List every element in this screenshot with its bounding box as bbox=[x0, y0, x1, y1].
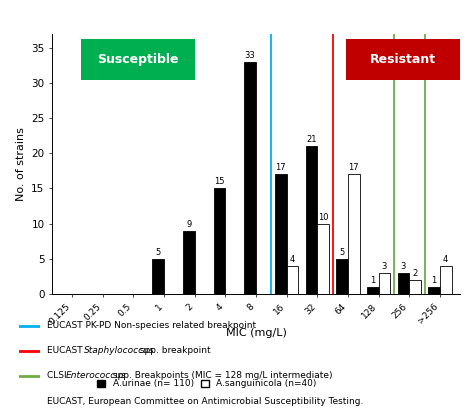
Bar bbox=[367, 287, 379, 294]
Text: EUCAST, European Committee on Antimicrobial Susceptibility Testing.: EUCAST, European Committee on Antimicrob… bbox=[47, 396, 364, 406]
Bar bbox=[428, 287, 440, 294]
Text: 5: 5 bbox=[155, 248, 161, 257]
Text: Staphylococcus: Staphylococcus bbox=[84, 346, 155, 355]
FancyBboxPatch shape bbox=[346, 39, 460, 81]
Text: 21: 21 bbox=[306, 135, 317, 144]
Bar bbox=[287, 266, 298, 294]
Text: EUCAST: EUCAST bbox=[47, 346, 86, 355]
Bar bbox=[152, 259, 164, 294]
Text: 1: 1 bbox=[370, 276, 375, 285]
Text: 9: 9 bbox=[186, 220, 191, 228]
Bar bbox=[409, 280, 421, 294]
Bar bbox=[244, 62, 256, 294]
Bar bbox=[336, 259, 348, 294]
Bar bbox=[379, 273, 390, 294]
Text: 3: 3 bbox=[401, 262, 406, 271]
Bar bbox=[398, 273, 409, 294]
X-axis label: MIC (mg/L): MIC (mg/L) bbox=[226, 328, 286, 338]
Bar bbox=[317, 223, 329, 294]
Text: Resistant: Resistant bbox=[370, 53, 436, 66]
Bar bbox=[214, 189, 225, 294]
Text: 10: 10 bbox=[318, 213, 328, 221]
Text: spp. breakpoint: spp. breakpoint bbox=[137, 346, 210, 355]
Text: 17: 17 bbox=[348, 163, 359, 172]
Text: EUCAST PK-PD Non-species related breakpoint: EUCAST PK-PD Non-species related breakpo… bbox=[47, 321, 256, 330]
Text: Enterococcus: Enterococcus bbox=[65, 371, 126, 381]
FancyBboxPatch shape bbox=[81, 39, 195, 81]
Text: 4: 4 bbox=[290, 255, 295, 264]
Text: Susceptible: Susceptible bbox=[97, 53, 179, 66]
Bar bbox=[348, 174, 360, 294]
Legend: A.urinae (n= 110), A.sanguinicola (n=40): A.urinae (n= 110), A.sanguinicola (n=40) bbox=[97, 379, 317, 388]
Text: 3: 3 bbox=[382, 262, 387, 271]
Bar bbox=[183, 231, 195, 294]
Text: 5: 5 bbox=[339, 248, 345, 257]
Text: 15: 15 bbox=[214, 177, 225, 186]
Text: 2: 2 bbox=[412, 269, 418, 278]
Text: 17: 17 bbox=[275, 163, 286, 172]
Bar bbox=[440, 266, 452, 294]
Text: 4: 4 bbox=[443, 255, 448, 264]
Text: 33: 33 bbox=[245, 51, 255, 60]
Bar bbox=[275, 174, 287, 294]
Bar bbox=[306, 146, 317, 294]
Text: spp. Breakpoints (MIC = 128 mg/L intermediate): spp. Breakpoints (MIC = 128 mg/L interme… bbox=[110, 371, 332, 381]
Y-axis label: No. of strains: No. of strains bbox=[16, 127, 26, 201]
Text: CLSI: CLSI bbox=[47, 371, 70, 381]
Text: 1: 1 bbox=[431, 276, 437, 285]
